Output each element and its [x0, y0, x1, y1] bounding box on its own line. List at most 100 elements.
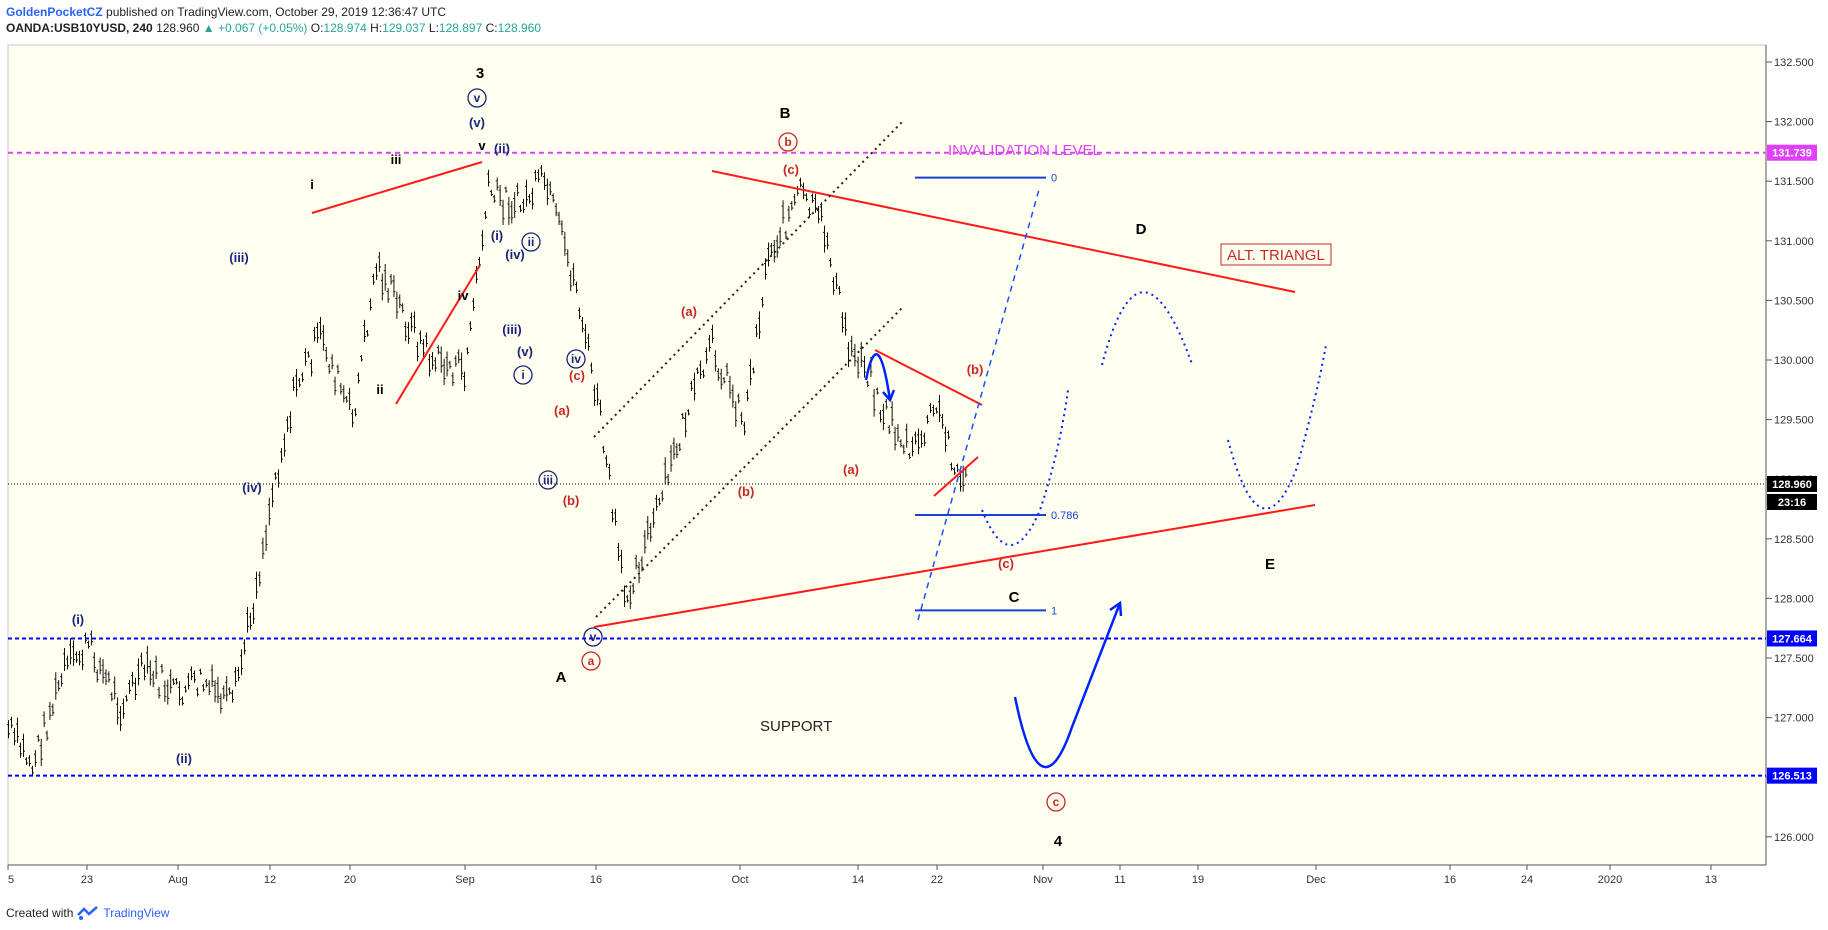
price-chart[interactable]: 132.500 132.000 131.500 131.000 130.500 130.0…	[0, 0, 1828, 900]
plot-background	[7, 44, 1767, 866]
x-tick-label: 16	[1444, 874, 1456, 886]
projection-arrowhead-solid	[1109, 600, 1123, 617]
publish-line: GoldenPocketCZ published on TradingView.…	[6, 4, 541, 20]
open-label: O:	[310, 21, 324, 35]
x-tick-label: Sep	[455, 874, 475, 886]
x-tick-label: Aug	[168, 874, 188, 886]
small-blue-arrow	[864, 353, 892, 401]
wave-label: (i)	[491, 228, 503, 243]
wave-label-circle	[566, 349, 586, 369]
channel-lower-line	[595, 307, 903, 618]
wave-label-circle	[583, 627, 603, 647]
wave-label: (b)	[738, 484, 755, 499]
tradingview-brand-link[interactable]: TradingView	[103, 906, 170, 920]
footer: Created with TradingView	[6, 906, 169, 920]
projection-dotted-3	[1227, 344, 1327, 510]
y-tick-label: 132.500	[1774, 57, 1814, 69]
y-axis-ticks: 132.500 132.000 131.500 131.000 130.500 130.0…	[1766, 57, 1814, 844]
y-tick-label: 132.000	[1774, 117, 1814, 129]
wave-label: (iv)	[505, 247, 525, 262]
x-tick-label: 12	[264, 874, 276, 886]
y-tick-label: 129.500	[1774, 415, 1814, 427]
wave-label: 4	[1054, 833, 1063, 850]
wave-label: D	[1136, 221, 1147, 238]
low-label: L:	[428, 21, 439, 35]
price-bars	[7, 165, 968, 776]
x-axis-ticks: 5 23 Aug 12 20 Sep 16 Oct 14 22 Nov 11 19 Dec 16 24 2020…	[7, 865, 1717, 886]
tradingview-logo-icon	[77, 906, 99, 920]
wave-label-circle	[778, 132, 798, 152]
x-tick-label: 20	[344, 874, 356, 886]
wave-label: i	[310, 177, 314, 192]
x-tick-label: 11	[1114, 874, 1125, 886]
wave-label: (i)	[72, 612, 84, 627]
y-tick-label: 126.000	[1774, 832, 1814, 844]
wave-label-circle	[1046, 792, 1066, 812]
y-tick-label: 127.500	[1774, 653, 1814, 665]
price-badge	[1767, 630, 1817, 647]
price-badge-label: 23:16	[1778, 497, 1806, 509]
alt-triangle-label: ALT. TRIANGL	[1227, 247, 1325, 264]
x-tick-label: Oct	[731, 874, 748, 886]
wave-label: a	[588, 654, 595, 668]
wave-label: (b)	[967, 362, 984, 377]
wedge-upper-line	[874, 349, 983, 406]
wave-label: v	[474, 91, 481, 105]
wave-label: A	[556, 669, 567, 686]
price-badge-label: 131.739	[1772, 148, 1812, 160]
wave-label: ii	[528, 235, 535, 249]
wave-label: ii	[376, 382, 383, 397]
wave-label: (c)	[998, 556, 1014, 571]
price-badge	[1767, 144, 1817, 161]
wave-label: E	[1265, 556, 1275, 573]
invalidation-label: INVALIDATION LEVEL	[948, 142, 1101, 159]
created-with-label: Created with	[6, 906, 74, 920]
y-tick-label: 128.500	[1774, 534, 1814, 546]
alt-triangle-box	[1220, 243, 1332, 266]
wave-label: (v)	[517, 344, 533, 359]
fib-level-label: 0	[1051, 173, 1057, 185]
wave-label-circle	[513, 365, 533, 385]
wave-label: (iii)	[229, 250, 249, 265]
support-label: SUPPORT	[760, 718, 832, 735]
x-tick-label: 14	[852, 874, 864, 886]
drawings	[311, 121, 1327, 769]
wave-label: (a)	[843, 462, 859, 477]
wave-label: iii	[391, 152, 402, 167]
y-tick-label: 127.000	[1774, 713, 1814, 725]
wave-label: v	[590, 630, 597, 644]
wave-label: (b)	[563, 493, 580, 508]
wave-label: (a)	[554, 403, 570, 418]
high-value: 129.037	[382, 21, 426, 35]
fib-level-label: 0.786	[1051, 510, 1079, 522]
wave-label: iv	[458, 288, 470, 303]
wave-label: iv	[571, 352, 581, 366]
fib-retracement: 0 0.786 1	[915, 173, 1079, 617]
wave-label: (iii)	[502, 322, 522, 337]
channel-upper-line	[593, 121, 903, 438]
symbol-label: OANDA:USB10YUSD, 240	[6, 21, 153, 35]
open-value: 128.974	[323, 21, 367, 35]
wave-label: (a)	[681, 304, 697, 319]
author-link[interactable]: GoldenPocketCZ	[6, 5, 103, 19]
triangle-upper-line	[711, 170, 1296, 293]
wave-label: (ii)	[494, 141, 510, 156]
x-tick-label: 19	[1192, 874, 1204, 886]
price-badge	[1767, 767, 1817, 784]
wave-label: (v)	[469, 115, 485, 130]
wave-label-circle	[521, 232, 541, 252]
annotations: INVALIDATION LEVEL ALT. TRIANGL SUPPORT	[760, 142, 1332, 735]
wave-label: i	[521, 368, 524, 382]
wave-label-circle	[538, 470, 558, 490]
x-tick-label: 2020	[1598, 874, 1622, 886]
price-badges: 131.739 128.960 23:16 127.664 126.513	[1767, 144, 1817, 784]
x-tick-label: 24	[1521, 874, 1533, 886]
wave-label: v	[478, 138, 486, 153]
wave-label: c	[1053, 795, 1060, 809]
x-tick-label: 23	[81, 874, 93, 886]
x-tick-label: 22	[931, 874, 943, 886]
x-tick-label: 5	[8, 874, 14, 886]
price-badge-label: 127.664	[1772, 633, 1813, 645]
wave-label: iii	[543, 473, 553, 487]
price-badge	[1767, 493, 1817, 510]
